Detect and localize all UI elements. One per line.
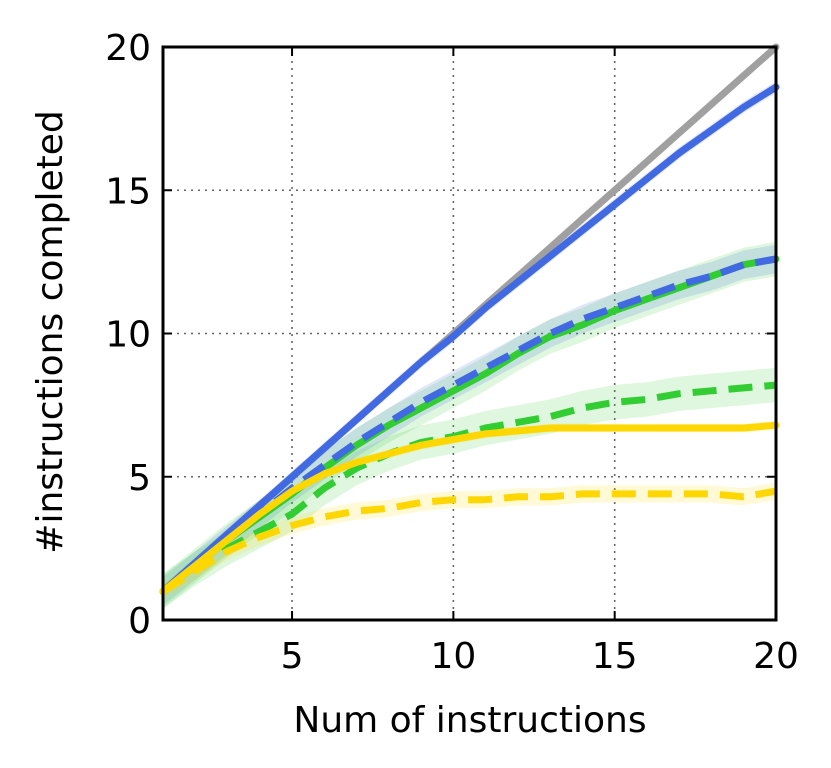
series-lines — [159, 43, 780, 595]
axis-ticks — [163, 46, 777, 621]
yellow-dashed-band — [163, 482, 776, 600]
blue-dashed-band — [163, 244, 776, 606]
yellow-solid-line — [159, 421, 780, 595]
blue-solid-band — [163, 81, 776, 598]
confidence-bands — [163, 81, 776, 609]
green-dashed-line — [160, 381, 777, 595]
x-tick-label: 5 — [281, 636, 304, 677]
x-tick-labels: 5 10 15 20 — [281, 636, 799, 677]
y-tick-label: 0 — [128, 601, 151, 642]
x-tick-label: 20 — [753, 636, 799, 677]
yellow-dashed-line — [161, 487, 777, 595]
y-tick-labels: 0 5 10 15 20 — [105, 28, 151, 642]
y-axis-label: #instructions completed — [30, 110, 71, 553]
y-tick-label: 10 — [105, 315, 151, 356]
y-tick-label: 5 — [128, 458, 151, 499]
blue-solid-line — [159, 83, 780, 595]
y-tick-label: 15 — [105, 171, 151, 212]
y-tick-label: 20 — [105, 28, 151, 69]
x-tick-label: 15 — [592, 636, 638, 677]
x-axis-label: Num of instructions — [293, 700, 646, 741]
x-tick-label: 10 — [430, 636, 476, 677]
